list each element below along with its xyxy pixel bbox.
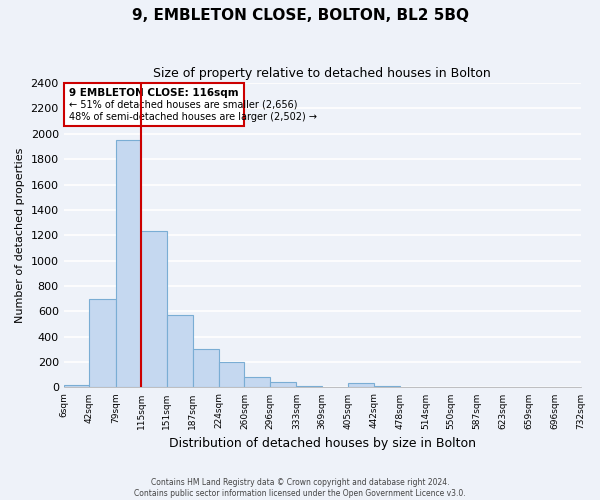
Bar xyxy=(141,232,167,388)
Bar xyxy=(555,387,580,388)
Bar xyxy=(400,387,425,388)
Bar xyxy=(89,298,116,388)
Bar xyxy=(270,382,296,388)
Bar xyxy=(167,314,193,388)
Text: ← 51% of detached houses are smaller (2,656): ← 51% of detached houses are smaller (2,… xyxy=(70,100,298,110)
Bar xyxy=(244,378,270,388)
Text: 9 EMBLETON CLOSE: 116sqm: 9 EMBLETON CLOSE: 116sqm xyxy=(70,88,239,98)
Title: Size of property relative to detached houses in Bolton: Size of property relative to detached ho… xyxy=(153,68,491,80)
FancyBboxPatch shape xyxy=(64,83,244,126)
Bar xyxy=(296,386,322,388)
Bar xyxy=(425,387,451,388)
Text: 9, EMBLETON CLOSE, BOLTON, BL2 5BQ: 9, EMBLETON CLOSE, BOLTON, BL2 5BQ xyxy=(131,8,469,22)
Bar xyxy=(374,386,400,388)
Bar xyxy=(219,362,244,388)
Y-axis label: Number of detached properties: Number of detached properties xyxy=(15,148,25,323)
Bar xyxy=(116,140,141,388)
Bar xyxy=(64,385,89,388)
Bar xyxy=(193,350,219,388)
Text: 48% of semi-detached houses are larger (2,502) →: 48% of semi-detached houses are larger (… xyxy=(70,112,317,122)
Bar xyxy=(348,383,374,388)
X-axis label: Distribution of detached houses by size in Bolton: Distribution of detached houses by size … xyxy=(169,437,476,450)
Bar xyxy=(322,387,348,388)
Text: Contains HM Land Registry data © Crown copyright and database right 2024.
Contai: Contains HM Land Registry data © Crown c… xyxy=(134,478,466,498)
